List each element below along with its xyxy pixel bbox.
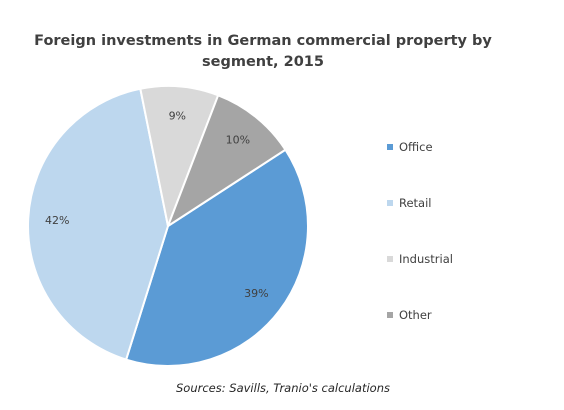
legend-label-industrial: Industrial bbox=[399, 252, 453, 266]
chart-title-line-2: segment, 2015 bbox=[202, 54, 324, 70]
pie-data-labels: 39% 42% 9% 10% bbox=[45, 109, 269, 300]
data-label-other: 10% bbox=[226, 134, 250, 147]
legend-swatch-office bbox=[387, 144, 393, 150]
data-label-industrial: 9% bbox=[169, 109, 186, 122]
data-label-retail: 42% bbox=[45, 214, 69, 227]
legend-label-office: Office bbox=[399, 140, 433, 154]
legend: Office Retail Industrial Other bbox=[387, 140, 453, 322]
legend-label-retail: Retail bbox=[399, 196, 432, 210]
legend-swatch-industrial bbox=[387, 256, 393, 262]
legend-label-other: Other bbox=[399, 308, 432, 322]
chart-title-line-1: Foreign investments in German commercial… bbox=[34, 33, 492, 49]
pie-slice-office bbox=[125, 148, 309, 367]
source-note: Sources: Savills, Tranio's calculations bbox=[176, 381, 390, 395]
pie-slice-other bbox=[167, 94, 287, 227]
pie-slice-retail bbox=[27, 87, 169, 361]
legend-swatch-other bbox=[387, 312, 393, 318]
data-label-office: 39% bbox=[244, 287, 268, 300]
pie-slices bbox=[27, 85, 309, 367]
legend-swatch-retail bbox=[387, 200, 393, 206]
pie-slice-industrial bbox=[139, 85, 220, 227]
